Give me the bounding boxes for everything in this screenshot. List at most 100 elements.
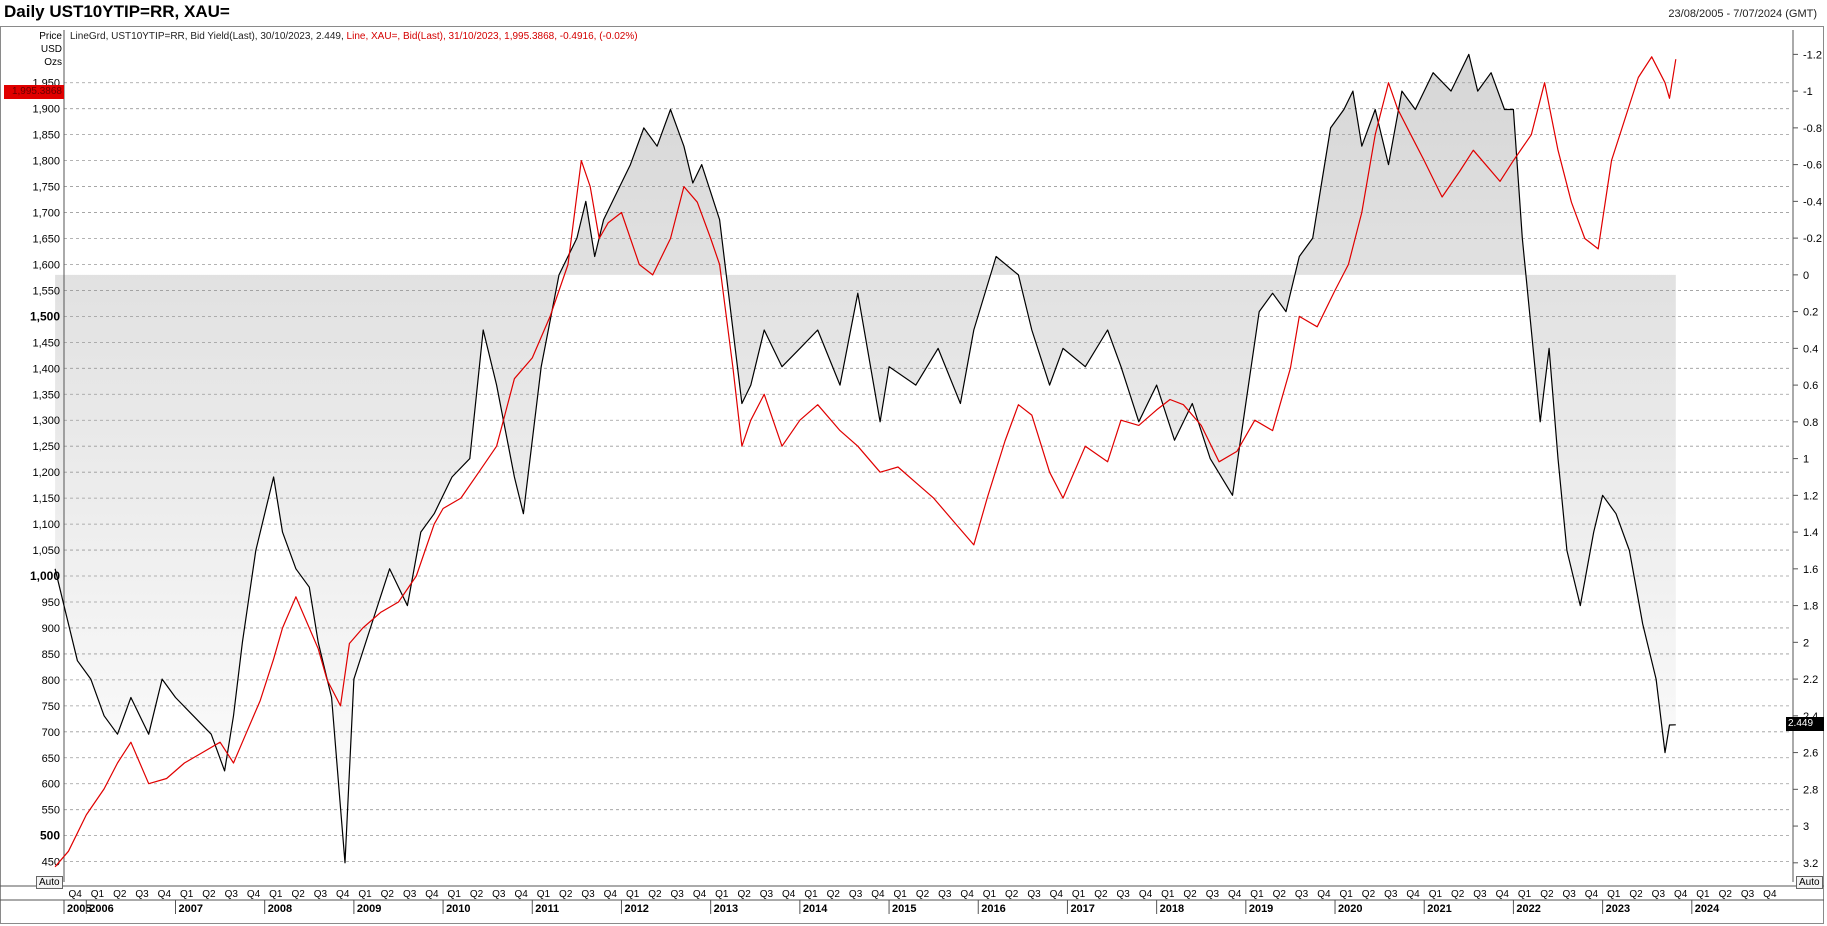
quarter-label: Q2 xyxy=(1629,889,1643,900)
quarter-label: Q4 xyxy=(960,889,974,900)
price-header: Price USD Ozs xyxy=(36,30,62,69)
year-label: 2016 xyxy=(981,903,1005,915)
quarter-label: Q2 xyxy=(1362,889,1376,900)
quarter-label: Q2 xyxy=(737,889,751,900)
quarter-label: Q4 xyxy=(425,889,439,900)
quarter-label: Q1 xyxy=(1250,889,1264,900)
right-tick-label: 2.6 xyxy=(1803,748,1818,760)
quarter-label: Q1 xyxy=(1161,889,1175,900)
right-tick-label: 0.8 xyxy=(1803,417,1818,429)
quarter-label: Q4 xyxy=(158,889,172,900)
quarter-label: Q4 xyxy=(1228,889,1242,900)
quarter-label: Q1 xyxy=(180,889,194,900)
quarter-label: Q3 xyxy=(1295,889,1309,900)
chart-title: Daily UST10YTIP=RR, XAU= xyxy=(4,2,230,21)
quarter-label: Q4 xyxy=(1317,889,1331,900)
last-price-badge: 1,995.3868 xyxy=(4,85,64,99)
quarter-label: Q3 xyxy=(1206,889,1220,900)
quarter-label: Q4 xyxy=(1406,889,1420,900)
left-tick-label: 500 xyxy=(40,829,60,843)
quarter-label: Q2 xyxy=(470,889,484,900)
right-tick-label: 3 xyxy=(1803,821,1809,833)
left-tick-label: 1,500 xyxy=(30,309,60,323)
right-tick-label: 2 xyxy=(1803,637,1809,649)
quarter-label: Q4 xyxy=(604,889,618,900)
auto-scale-right-button[interactable]: Auto xyxy=(1796,876,1823,889)
quarter-label: Q1 xyxy=(358,889,372,900)
quarter-label: Q2 xyxy=(1273,889,1287,900)
right-tick-label: -0.4 xyxy=(1803,196,1822,208)
year-label: 2012 xyxy=(624,903,648,915)
left-tick-label: 1,750 xyxy=(32,182,60,194)
quarter-label: Q4 xyxy=(514,889,528,900)
quarter-label: Q3 xyxy=(849,889,863,900)
quarter-label: Q2 xyxy=(381,889,395,900)
year-label: 2021 xyxy=(1427,903,1451,915)
quarter-label: Q4 xyxy=(336,889,350,900)
gold-series-line xyxy=(54,56,1677,868)
date-range: 23/08/2005 - 7/07/2024 (GMT) xyxy=(1668,8,1817,20)
left-tick-label: 1,850 xyxy=(32,130,60,142)
right-tick-label: 0.2 xyxy=(1803,307,1818,319)
quarter-label: Q3 xyxy=(1384,889,1398,900)
quarter-label: Q3 xyxy=(671,889,685,900)
year-label: 2010 xyxy=(446,903,470,915)
auto-scale-left-button[interactable]: Auto xyxy=(36,876,63,889)
legend-yield: LineGrd, UST10YTIP=RR, Bid Yield(Last), … xyxy=(70,31,344,42)
quarter-label: Q1 xyxy=(894,889,908,900)
yield-shaded-area xyxy=(55,54,1676,863)
quarter-label: Q1 xyxy=(1607,889,1621,900)
right-tick-label: -0.8 xyxy=(1803,123,1822,135)
quarter-label: Q2 xyxy=(559,889,573,900)
quarter-label: Q2 xyxy=(1540,889,1554,900)
quarter-label: Q4 xyxy=(1050,889,1064,900)
quarter-label: Q3 xyxy=(225,889,239,900)
right-tick-label: 0 xyxy=(1803,270,1809,282)
year-label: 2024 xyxy=(1695,903,1720,915)
quarter-label: Q2 xyxy=(1094,889,1108,900)
quarter-label: Q2 xyxy=(1719,889,1733,900)
year-label: 2006 xyxy=(89,903,113,915)
quarter-label: Q2 xyxy=(1451,889,1465,900)
right-tick-label: 2.2 xyxy=(1803,674,1818,686)
quarter-label: Q2 xyxy=(113,889,127,900)
quarter-label: Q1 xyxy=(715,889,729,900)
right-tick-label: -1.2 xyxy=(1803,49,1822,61)
left-tick-label: 700 xyxy=(42,727,60,739)
year-label: 2022 xyxy=(1516,903,1540,915)
quarter-label: Q1 xyxy=(448,889,462,900)
left-tick-label: 1,200 xyxy=(32,467,60,479)
quarter-label: Q3 xyxy=(938,889,952,900)
left-tick-label: 1,700 xyxy=(32,208,60,220)
quarter-label: Q2 xyxy=(1005,889,1019,900)
quarter-label: Q1 xyxy=(1340,889,1354,900)
price-header-line: Ozs xyxy=(44,57,62,68)
price-header-line: USD xyxy=(40,44,62,55)
quarter-label: Q1 xyxy=(537,889,551,900)
left-tick-label: 550 xyxy=(42,805,60,817)
left-tick-label: 1,350 xyxy=(32,389,60,401)
yield-series-line xyxy=(54,53,1676,864)
year-label: 2018 xyxy=(1160,903,1184,915)
quarter-label: Q1 xyxy=(983,889,997,900)
year-label: 2015 xyxy=(892,903,916,915)
quarter-label: Q4 xyxy=(247,889,261,900)
quarter-label: Q1 xyxy=(269,889,283,900)
left-tick-label: 1,800 xyxy=(32,156,60,168)
right-tick-label: 0.6 xyxy=(1803,380,1818,392)
year-label: 2005 xyxy=(67,903,91,915)
left-tick-label: 950 xyxy=(42,597,60,609)
quarter-label: Q4 xyxy=(782,889,796,900)
year-label: 2020 xyxy=(1338,903,1362,915)
quarter-label: Q4 xyxy=(1763,889,1777,900)
legend-gold: Line, XAU=, Bid(Last), 31/10/2023, 1,995… xyxy=(346,31,638,42)
right-tick-label: 1.8 xyxy=(1803,601,1818,613)
year-label: 2009 xyxy=(357,903,381,915)
left-tick-label: 1,000 xyxy=(30,569,60,583)
right-tick-label: 3.2 xyxy=(1803,858,1818,870)
right-tick-label: -0.2 xyxy=(1803,233,1822,245)
quarter-label: Q1 xyxy=(1429,889,1443,900)
legend: LineGrd, UST10YTIP=RR, Bid Yield(Last), … xyxy=(70,31,638,42)
year-label: 2023 xyxy=(1606,903,1630,915)
